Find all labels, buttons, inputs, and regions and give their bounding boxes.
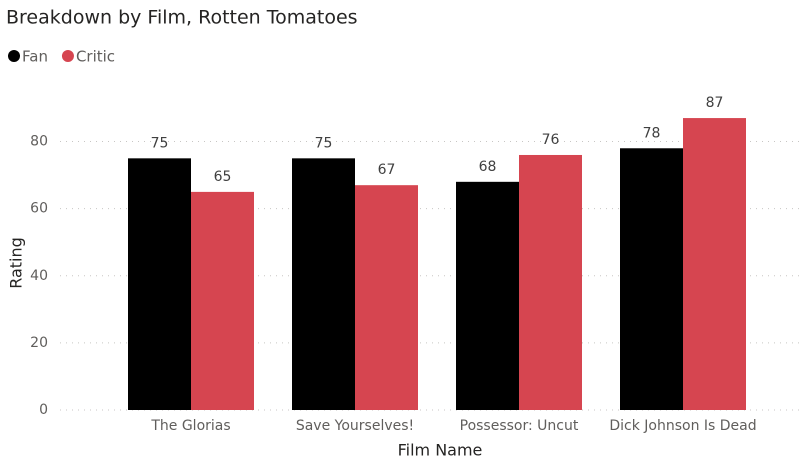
y-tick-label: 20 — [30, 335, 48, 351]
data-label: 78 — [643, 125, 661, 141]
x-tick-label: Possessor: Uncut — [460, 418, 579, 434]
bar — [620, 148, 683, 410]
y-tick-label: 60 — [30, 201, 48, 217]
data-label: 68 — [479, 159, 497, 175]
legend-marker — [8, 50, 20, 62]
x-tick-label: Dick Johnson Is Dead — [609, 418, 756, 434]
bar — [128, 158, 191, 410]
legend-label: Critic — [76, 48, 115, 66]
x-axis-title: Film Name — [398, 441, 483, 460]
legend-marker — [61, 50, 74, 62]
data-label: 87 — [706, 95, 724, 111]
y-tick-label: 80 — [30, 134, 48, 150]
bar — [355, 185, 418, 410]
chart-title: Breakdown by Film, Rotten Tomatoes — [6, 7, 358, 29]
bar — [456, 181, 519, 410]
y-tick-label: 40 — [30, 268, 48, 284]
data-label: 67 — [378, 162, 396, 178]
bar — [292, 158, 355, 410]
y-axis-title: Rating — [7, 237, 26, 289]
legend-label: Fan — [22, 48, 48, 66]
bar — [683, 118, 746, 411]
data-label: 65 — [214, 169, 232, 185]
data-label: 75 — [151, 135, 169, 151]
x-tick-label: Save Yourselves! — [296, 418, 414, 434]
x-tick-label: The Glorias — [150, 418, 230, 434]
bar — [519, 154, 582, 410]
data-label: 76 — [542, 132, 560, 148]
data-label: 75 — [315, 135, 333, 151]
y-tick-label: 0 — [39, 402, 48, 418]
bar — [191, 191, 254, 410]
